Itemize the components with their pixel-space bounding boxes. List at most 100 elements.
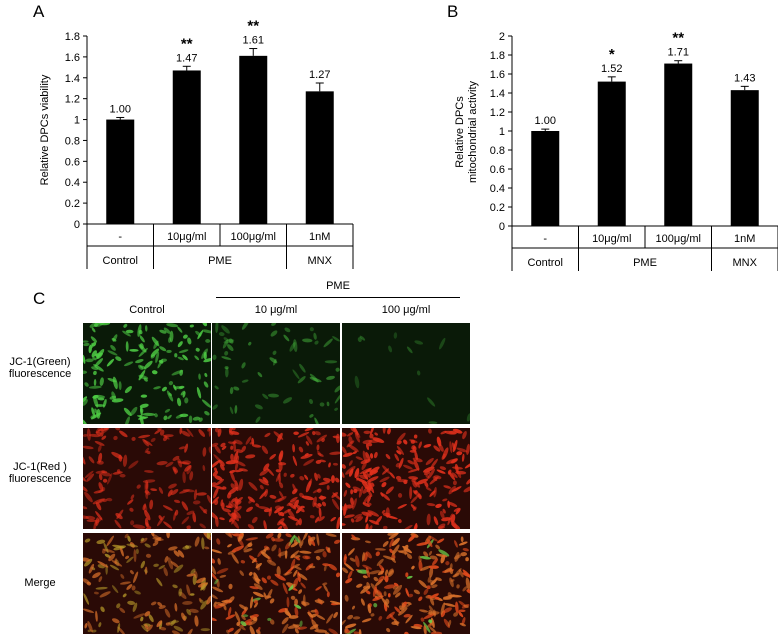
cell-mark — [198, 373, 201, 380]
cell-mark — [429, 596, 435, 606]
cell-mark — [238, 478, 244, 491]
cell-mark — [315, 586, 322, 591]
cell-mark — [406, 553, 413, 560]
cell-mark — [362, 494, 370, 505]
cell-mark — [97, 428, 109, 432]
cell-mark — [252, 591, 265, 598]
cell-mark — [149, 499, 154, 510]
cell-mark — [261, 445, 269, 455]
cell-mark — [410, 626, 422, 630]
cell-mark — [193, 570, 198, 579]
cell-mark — [342, 464, 346, 469]
cell-mark — [111, 560, 123, 567]
cell-mark — [263, 520, 267, 529]
cell-mark — [294, 535, 301, 544]
cell-mark — [381, 482, 387, 488]
cell-mark — [284, 610, 292, 617]
cell-mark — [90, 336, 98, 343]
cell-mark — [335, 572, 340, 578]
cell-mark — [129, 348, 139, 352]
cell-mark — [122, 593, 127, 598]
cell-mark — [266, 575, 272, 580]
cell-mark — [418, 609, 429, 613]
cell-mark — [428, 605, 436, 616]
cell-mark — [418, 579, 428, 589]
cell-mark — [227, 543, 232, 548]
cell-mark — [364, 540, 371, 544]
cell-mark — [253, 616, 258, 621]
cell-mark — [102, 548, 115, 553]
cell-mark — [316, 444, 320, 451]
cell-mark — [102, 478, 108, 483]
cell-mark — [279, 511, 285, 517]
cell-mark — [98, 452, 103, 463]
cell-mark — [274, 506, 284, 514]
data-label-0: 1.00 — [535, 115, 556, 127]
cell-mark — [430, 631, 443, 634]
cell-mark — [318, 481, 330, 486]
cell-mark — [435, 544, 441, 550]
cell-mark — [91, 407, 96, 417]
cell-mark — [202, 464, 206, 472]
cell-mark — [83, 399, 88, 406]
significance-marker-1: ** — [181, 35, 193, 52]
cell-mark — [212, 548, 223, 554]
cell-mark — [259, 484, 264, 490]
cell-mark — [420, 617, 425, 622]
cell-mark — [196, 492, 207, 496]
cell-mark — [299, 476, 305, 481]
cell-mark — [198, 597, 202, 602]
cell-mark — [229, 386, 234, 395]
cell-mark — [413, 459, 420, 471]
cell-mark — [98, 482, 104, 491]
cell-mark — [233, 386, 240, 391]
cell-mark — [454, 551, 460, 562]
cell-mark — [308, 565, 316, 569]
cell-mark — [324, 631, 330, 634]
cell-mark — [221, 502, 225, 510]
cell-mark — [205, 339, 211, 343]
cell-mark — [299, 620, 303, 627]
cell-mark — [419, 556, 432, 560]
cell-mark — [124, 385, 132, 394]
cell-mark — [440, 602, 445, 615]
cell-mark — [133, 549, 137, 563]
cell-mark — [258, 478, 270, 486]
cell-mark — [273, 358, 277, 366]
cell-mark — [375, 551, 380, 557]
cell-mark — [169, 330, 174, 343]
cell-mark — [314, 472, 318, 481]
bar-3 — [730, 90, 759, 227]
cell-mark — [425, 457, 434, 466]
y-tick-label: 0.6 — [490, 164, 505, 176]
cell-mark — [336, 516, 340, 529]
x-group-label-1: PME — [633, 257, 657, 269]
cell-mark — [398, 550, 407, 553]
pme-header-line — [216, 297, 460, 298]
cell-mark — [348, 444, 359, 452]
cell-mark — [102, 498, 108, 503]
cell-mark — [314, 417, 320, 424]
cell-mark — [170, 561, 179, 568]
cell-mark — [455, 508, 461, 515]
cell-mark — [366, 502, 372, 506]
cell-mark — [287, 509, 295, 520]
cell-mark — [374, 432, 379, 436]
cell-mark — [309, 515, 315, 519]
cell-mark — [204, 372, 208, 378]
cell-mark — [434, 596, 440, 600]
cell-mark — [342, 471, 345, 478]
cell-mark — [358, 628, 362, 634]
cell-mark — [330, 516, 337, 522]
cell-mark — [95, 431, 103, 437]
cell-mark — [342, 619, 346, 628]
cell-mark — [186, 428, 194, 438]
cell-mark — [235, 449, 243, 453]
cell-mark — [420, 565, 431, 571]
cell-mark — [458, 541, 468, 546]
cell-mark — [318, 507, 322, 518]
cell-mark — [407, 593, 414, 598]
cell-mark — [229, 430, 240, 435]
cell-mark — [386, 627, 391, 633]
cell-mark — [352, 486, 362, 492]
